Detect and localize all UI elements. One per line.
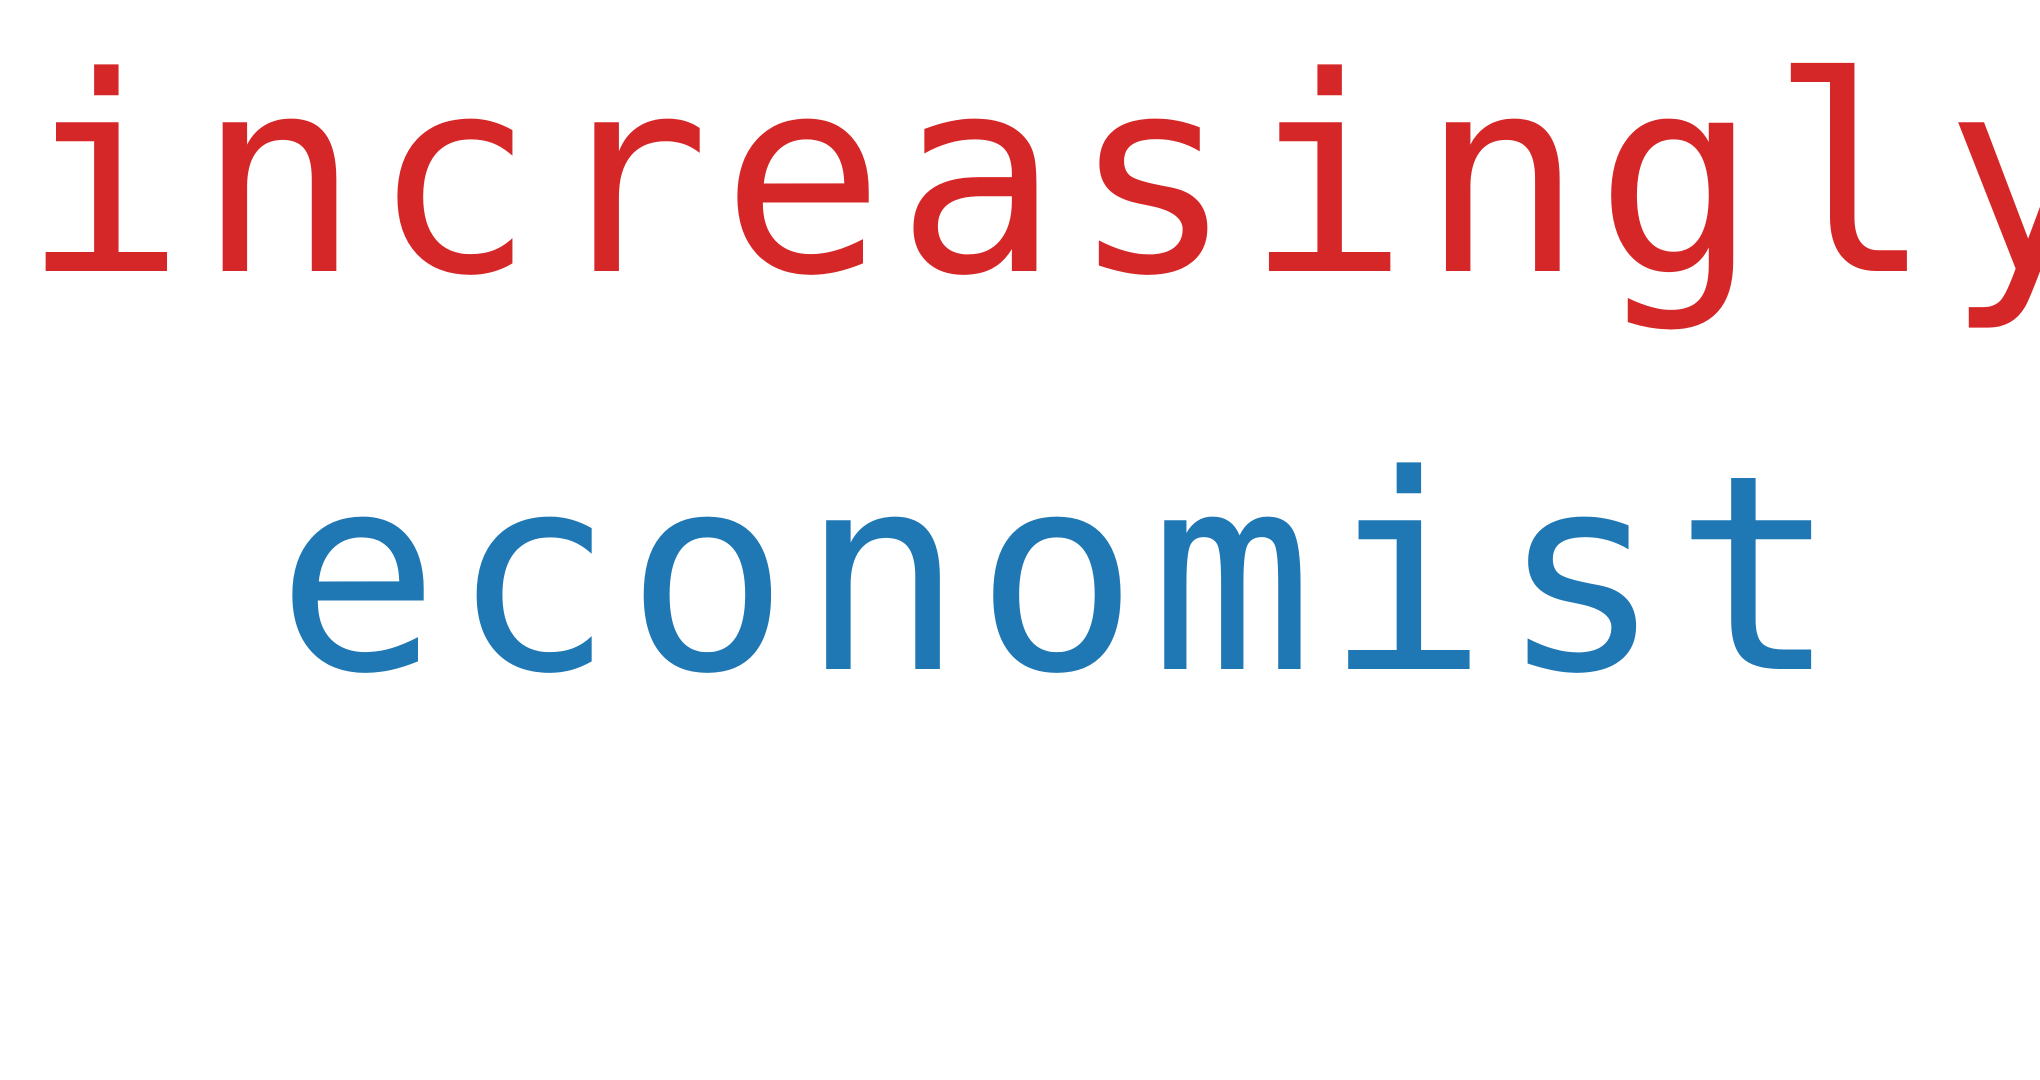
word-economist: economist: [276, 418, 1849, 734]
word-increasingly: increasingly: [22, 20, 2040, 336]
